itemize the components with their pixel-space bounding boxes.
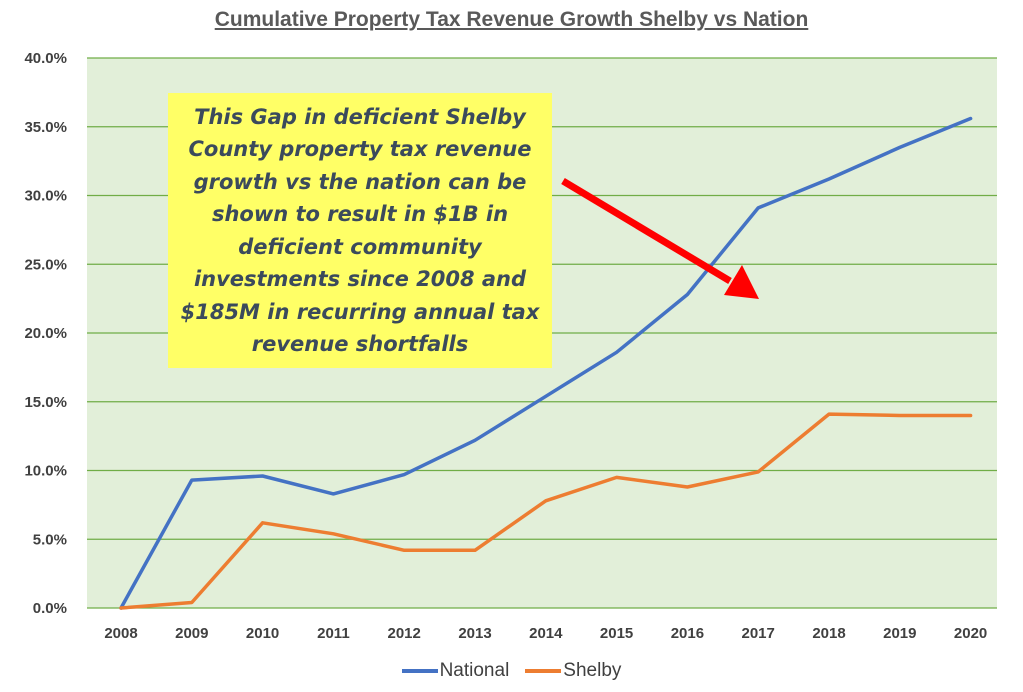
y-tick-label: 10.0%	[24, 463, 67, 480]
y-tick-label: 5.0%	[33, 531, 67, 548]
y-tick-label: 20.0%	[24, 325, 67, 342]
x-tick-label: 2018	[812, 625, 845, 642]
x-tick-label: 2013	[458, 625, 491, 642]
annotation-text: This Gap in deficient Shelby County prop…	[180, 104, 540, 357]
legend-swatch-shelby	[525, 669, 562, 673]
x-tick-label: 2017	[742, 625, 775, 642]
x-tick-label: 2012	[388, 625, 421, 642]
y-tick-label: 35.0%	[24, 119, 67, 136]
x-tick-label: 2019	[883, 625, 916, 642]
x-tick-label: 2016	[671, 625, 704, 642]
x-tick-label: 2010	[246, 625, 279, 642]
legend: National Shelby	[0, 660, 1023, 682]
legend-item-shelby: Shelby	[525, 660, 621, 682]
legend-item-national: National	[401, 660, 510, 682]
series-line-national	[119, 116, 973, 610]
x-tick-label: 2014	[529, 625, 563, 642]
y-tick-label: 30.0%	[24, 188, 67, 205]
series-line-shelby	[119, 412, 973, 610]
x-tick-label: 2015	[600, 625, 633, 642]
legend-label-shelby: Shelby	[563, 660, 622, 681]
legend-swatch-national	[401, 669, 438, 673]
x-tick-label: 2008	[104, 625, 137, 642]
x-tick-label: 2020	[954, 625, 987, 642]
y-tick-label: 15.0%	[24, 394, 67, 411]
x-tick-label: 2009	[175, 625, 208, 642]
legend-label-national: National	[439, 660, 510, 681]
y-tick-label: 25.0%	[24, 256, 67, 273]
arrow-shaft	[561, 177, 732, 285]
y-tick-label: 40.0%	[24, 50, 67, 67]
arrow-head	[724, 265, 759, 299]
y-tick-label: 0.0%	[33, 600, 67, 617]
chart-title: Cumulative Property Tax Revenue Growth S…	[214, 8, 809, 31]
x-tick-label: 2011	[317, 625, 350, 642]
annotation-box: This Gap in deficient Shelby County prop…	[168, 93, 552, 368]
